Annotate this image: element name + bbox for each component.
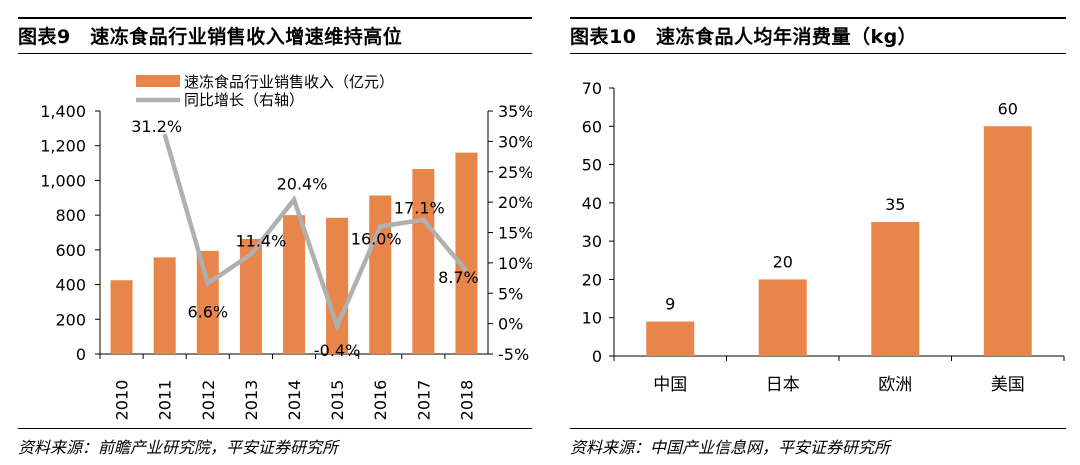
left-y-tick-label: 400 <box>55 276 86 295</box>
right-y-tick-label: 15% <box>498 224 532 243</box>
right-y-tick-label: 25% <box>498 163 532 182</box>
chart-title: 图表10 速冻食品人均年消费量（kg） <box>570 26 918 48</box>
growth-data-label: 17.1% <box>394 199 445 218</box>
x-tick-label: 2017 <box>414 380 433 421</box>
x-tick-label: 2014 <box>285 380 304 421</box>
right-y-tick-label: 30% <box>498 132 532 151</box>
y-tick-label: 10 <box>582 309 602 328</box>
top-rule <box>570 17 1066 19</box>
revenue-bar <box>369 195 392 354</box>
legend-line-label: 同比增长（右轴） <box>184 91 304 109</box>
bottom-rule <box>570 428 1066 429</box>
revenue-bar <box>196 250 219 354</box>
consumption-bar <box>871 222 920 356</box>
legend-bar-swatch <box>136 75 180 87</box>
title-rule <box>570 53 1066 54</box>
x-category-label: 日本 <box>766 375 800 395</box>
right-y-tick-label: 5% <box>498 284 523 303</box>
y-tick-label: 20 <box>582 270 602 289</box>
growth-data-label: 16.0% <box>351 229 402 248</box>
right-y-tick-label: -5% <box>498 345 529 364</box>
y-tick-label: 30 <box>582 232 602 251</box>
title-rule <box>18 53 532 54</box>
bar-data-label: 60 <box>998 99 1018 118</box>
top-rule <box>18 17 532 19</box>
right-chart-panel: 图表10 速冻食品人均年消费量（kg） 0 10 20 30 40 50 60 70 9 中国 20… <box>552 0 1066 465</box>
revenue-bar <box>153 257 176 354</box>
x-tick-label: 2010 <box>113 380 132 421</box>
per-capita-consumption-chart: 0 10 20 30 40 50 60 70 9 中国 20 日本 35 欧洲 60 美国 <box>582 79 1065 395</box>
left-y-tick-label: 600 <box>55 241 86 260</box>
revenue-bar <box>239 238 262 354</box>
consumption-bar <box>646 321 695 356</box>
left-y-tick-label: 0 <box>76 345 86 364</box>
growth-data-label: 6.6% <box>187 303 228 322</box>
x-tick-label: 2018 <box>457 380 476 421</box>
y-tick-label: 60 <box>582 117 602 136</box>
left-y-tick-label: 1,000 <box>40 171 86 190</box>
right-y-tick-label: 10% <box>498 254 532 273</box>
revenue-bar <box>326 217 349 354</box>
right-y-tick-label: 35% <box>498 102 532 121</box>
consumption-bar <box>758 279 807 356</box>
x-category-label: 美国 <box>991 375 1025 395</box>
growth-line <box>162 133 469 333</box>
bottom-rule <box>18 428 532 429</box>
right-y-tick-label: 0% <box>498 315 523 334</box>
bar-data-label: 35 <box>885 195 905 214</box>
growth-data-label: -0.4% <box>314 341 360 360</box>
x-category-label: 欧洲 <box>878 375 912 395</box>
x-tick-label: 2012 <box>199 380 218 421</box>
source-note: 资料来源：前瞻产业研究院，平安证券研究所 <box>18 438 339 457</box>
right-y-tick-label: 20% <box>498 193 532 212</box>
bar-data-label: 20 <box>773 252 793 271</box>
x-tick-label: 2013 <box>242 380 261 421</box>
left-y-tick-label: 1,200 <box>40 137 86 156</box>
left-y-tick-label: 800 <box>55 206 86 225</box>
y-tick-label: 70 <box>582 79 602 98</box>
y-tick-label: 50 <box>582 156 602 175</box>
consumption-bar <box>983 126 1032 357</box>
left-y-tick-label: 200 <box>55 310 86 329</box>
chart-title: 图表9 速冻食品行业销售收入增速维持高位 <box>18 26 403 48</box>
growth-data-label: 20.4% <box>277 175 328 194</box>
x-tick-label: 2015 <box>328 380 347 421</box>
left-y-tick-label: 1,400 <box>40 102 86 121</box>
revenue-growth-chart: 0 200 400 600 800 1,000 1,200 1,400 -5% 0% 5% 10% 15… <box>40 73 532 421</box>
revenue-bar <box>412 168 435 354</box>
revenue-bar <box>110 280 133 354</box>
source-note: 资料来源：中国产业信息网，平安证券研究所 <box>570 438 891 457</box>
y-tick-label: 0 <box>592 347 602 366</box>
legend-bar-label: 速冻食品行业销售收入（亿元） <box>184 73 394 91</box>
x-category-label: 中国 <box>653 375 687 395</box>
y-tick-label: 40 <box>582 194 602 213</box>
left-chart-panel: 图表9 速冻食品行业销售收入增速维持高位 0 200 400 600 800 1,000 1… <box>0 0 532 465</box>
growth-data-label: 8.7% <box>438 268 479 287</box>
revenue-bar <box>283 215 305 354</box>
x-tick-label: 2011 <box>156 380 175 421</box>
revenue-bar <box>455 152 478 354</box>
x-tick-label: 2016 <box>371 380 390 421</box>
bar-data-label: 9 <box>665 295 675 314</box>
growth-data-label: 11.4% <box>235 231 286 250</box>
growth-data-label: 31.2% <box>131 117 182 136</box>
